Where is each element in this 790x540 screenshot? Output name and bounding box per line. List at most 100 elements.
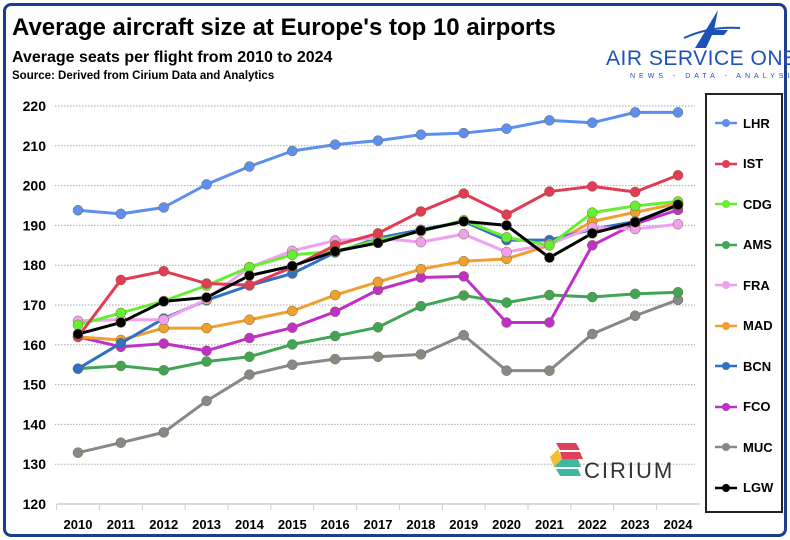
point-mad-2014 [244,314,255,325]
point-cdg-2023 [629,200,641,212]
point-ams-2013 [201,356,212,367]
point-lhr-2012 [158,202,169,213]
legend-item-fco: FCO [715,399,770,415]
point-muc-2014 [244,369,255,380]
line-lhr [77,110,678,216]
point-lhr-2018 [415,129,427,140]
point-lhr-2010 [72,205,84,216]
x-tick-label: 2020 [492,517,521,532]
point-ist-2013 [201,278,212,289]
point-lgw-2010 [72,328,84,340]
x-tick-label: 2024 [664,517,694,532]
y-tick-label: 200 [23,178,47,194]
point-ams-2022 [587,291,598,303]
x-axis: 2010 2011 2012 2013 2014 2015 2016 2017 2018 2019… [56,503,700,532]
legend-label: IST [743,156,764,171]
point-lgw-2023 [629,216,641,228]
y-tick-label: 190 [23,217,47,233]
series-cdg [72,196,684,331]
point-cdg-2022 [587,207,598,218]
x-tick-label: 2017 [364,517,393,532]
point-ist-2019 [458,188,469,199]
x-tick-label: 2019 [449,517,478,532]
chart-subtitle: Average seats per flight from 2010 to 20… [12,49,333,66]
y-axis: 120 130 140 150 160 170 180 190 200 210 220 [23,98,47,512]
point-lgw-2012 [158,296,169,307]
point-muc-2021 [544,365,555,376]
point-lhr-2022 [587,117,598,128]
point-mad-2016 [329,289,341,301]
point-lhr-2015 [287,145,298,157]
legend-marker-icon [715,402,737,411]
point-ams-2020 [501,297,512,308]
point-ams-2014 [244,351,255,362]
point-lgw-2019 [458,216,469,227]
legend: LHR IST CDG AMS FRA MAD BCN FCO MUC LGW [705,93,783,513]
legend-item-ist: IST [715,156,763,172]
x-tick-label: 2014 [235,517,265,532]
point-lgw-2024 [672,199,684,210]
point-muc-2011 [115,437,127,448]
point-ist-2023 [629,186,641,198]
point-lgw-2015 [287,260,298,272]
point-lgw-2017 [372,237,384,249]
point-fco-2022 [587,240,598,251]
legend-item-lhr: LHR [715,115,770,131]
point-muc-2012 [158,427,169,438]
chart-frame [3,3,787,537]
brand-name: AIR SERVICE ONE [606,47,790,70]
x-tick-label: 2012 [149,517,178,532]
x-tick-label: 2018 [406,517,435,532]
legend-item-ams: AMS [715,237,772,253]
point-lgw-2011 [115,317,127,328]
point-fra-2018 [415,236,427,248]
x-tick-label: 2013 [192,517,221,532]
point-fra-2024 [672,218,684,230]
chart-title: Average aircraft size at Europe's top 10… [12,14,556,41]
point-mad-2019 [458,255,469,267]
point-muc-2019 [458,329,469,341]
point-lgw-2018 [415,225,427,236]
point-ams-2018 [415,300,427,312]
point-fra-2020 [501,246,512,258]
legend-item-cdg: CDG [715,196,772,212]
point-ist-2012 [158,265,169,277]
legend-label: LGW [743,480,774,495]
point-fco-2019 [458,271,469,282]
point-lhr-2019 [458,127,469,139]
x-tick-label: 2011 [107,517,135,532]
point-fco-2015 [287,322,298,333]
series-fco [72,204,684,357]
point-ams-2021 [544,289,555,301]
point-lhr-2014 [244,161,255,172]
legend-item-lgw: LGW [715,480,773,496]
point-fco-2012 [158,338,169,349]
x-tick-label: 2015 [278,517,307,532]
chart-source: Source: Derived from Cirium Data and Ana… [12,70,275,82]
point-fco-2020 [501,317,512,328]
point-fra-2012 [158,314,169,325]
legend-marker-icon [715,362,737,370]
point-lgw-2020 [501,220,512,231]
point-cdg-2015 [287,249,298,261]
cirium-logo-icon [550,443,583,476]
point-ams-2015 [287,339,298,350]
legend-marker-icon [715,443,737,451]
point-muc-2023 [629,310,641,321]
legend-label: AMS [743,237,772,252]
legend-marker-icon [715,119,737,127]
point-ist-2017 [372,228,384,239]
point-fco-2014 [244,332,255,344]
point-ist-2014 [244,279,255,291]
point-lgw-2014 [244,270,255,281]
point-ist-2011 [115,274,127,286]
cirium-logo-text: CIRIUM [584,458,675,483]
point-lhr-2013 [201,179,212,190]
point-cdg-2021 [544,240,555,251]
point-lhr-2020 [501,123,512,134]
point-mad-2015 [287,305,298,317]
point-muc-2017 [372,351,384,362]
point-mad-2018 [415,263,427,275]
series-lines [72,107,684,458]
